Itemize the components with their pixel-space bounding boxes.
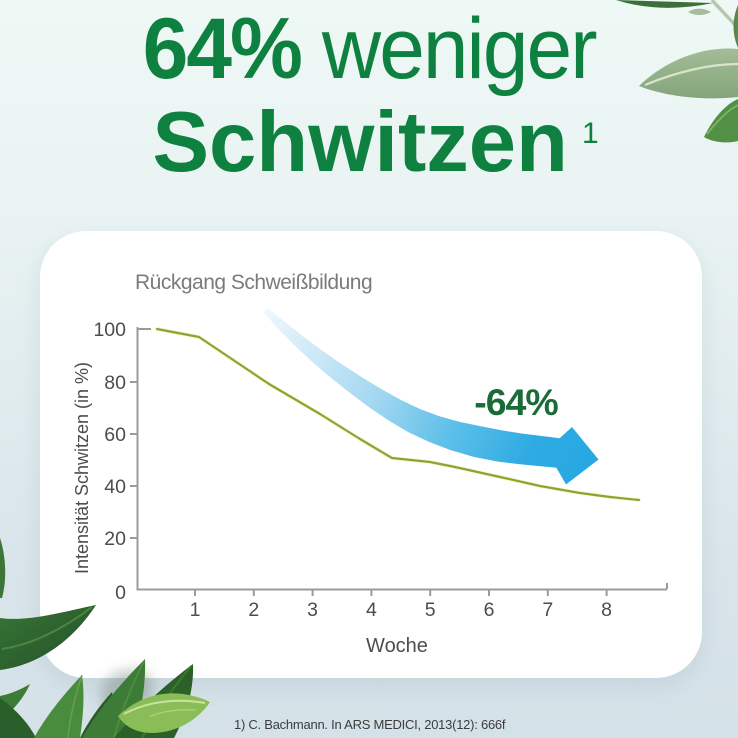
svg-text:20: 20 (104, 528, 126, 550)
svg-text:7: 7 (542, 599, 553, 621)
svg-text:60: 60 (104, 424, 126, 446)
svg-text:40: 40 (104, 476, 126, 498)
svg-text:2: 2 (248, 599, 259, 621)
svg-text:Woche: Woche (366, 635, 428, 657)
svg-text:6: 6 (484, 599, 495, 621)
svg-text:1: 1 (190, 599, 201, 621)
svg-text:4: 4 (366, 599, 377, 621)
svg-text:Rückgang Schweißbildung: Rückgang Schweißbildung (135, 271, 372, 294)
svg-text:100: 100 (93, 319, 126, 341)
svg-text:3: 3 (307, 599, 318, 621)
svg-text:0: 0 (115, 582, 126, 604)
svg-text:80: 80 (104, 372, 126, 394)
svg-text:Intensität Schwitzen (in %): Intensität Schwitzen (in %) (72, 362, 92, 574)
svg-text:-64%: -64% (474, 381, 558, 423)
svg-text:5: 5 (425, 599, 436, 621)
svg-text:8: 8 (601, 599, 612, 621)
